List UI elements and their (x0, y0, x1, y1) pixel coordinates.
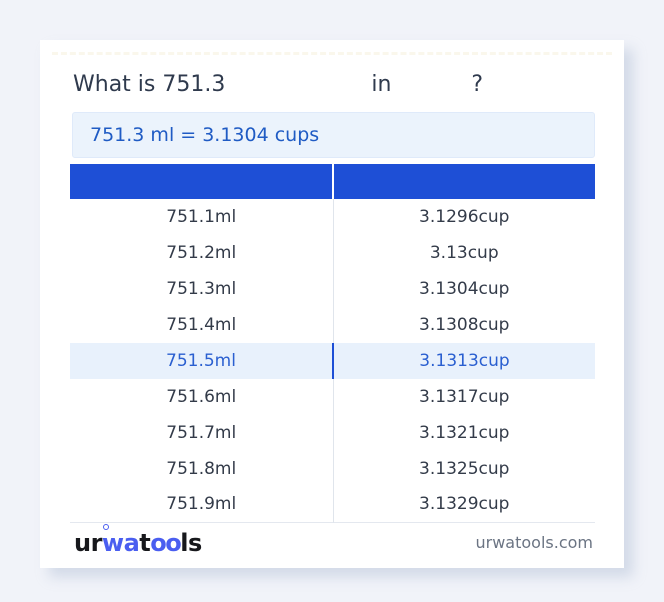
ml-value-cell[interactable]: 751.6ml (70, 378, 334, 415)
table-row[interactable]: 751.1ml 3.1296cup (70, 198, 595, 235)
table-row[interactable]: 751.5ml 3.1313cup (70, 342, 595, 379)
conversion-result-box: 751.3 ml = 3.1304 cups (72, 111, 595, 158)
conversion-table-body: 751.1ml 3.1296cup 751.2ml 3.13cup 751.3m… (70, 198, 595, 523)
table-row[interactable]: 751.4ml 3.1308cup (70, 306, 595, 343)
ml-value-cell[interactable]: 751.7ml (70, 414, 334, 451)
ml-value-cell[interactable]: 751.3ml (70, 270, 334, 307)
cup-value-cell[interactable]: 3.1296cup (419, 206, 510, 227)
table-header-cup (333, 163, 595, 199)
conversion-result-text: 751.3 ml = 3.1304 cups (90, 123, 320, 146)
cup-value-cell[interactable]: 3.13cup (429, 242, 499, 263)
ml-value-cell[interactable]: 751.9ml (70, 486, 334, 523)
cup-value-cell[interactable]: 3.1317cup (419, 386, 510, 407)
ml-value-cell[interactable]: 751.1ml (70, 198, 334, 235)
table-header-row (70, 163, 595, 199)
logo-part-t: t (139, 528, 151, 557)
question-prefix: What is 751.3 (73, 72, 226, 97)
cup-value-cell[interactable]: 3.1325cup (419, 458, 510, 479)
card-footer: urwatools urwatools.com (40, 521, 624, 568)
question-title: What is 751.3 in? (73, 71, 592, 99)
cup-value-cell[interactable]: 3.1304cup (419, 278, 510, 299)
ml-value-cell[interactable]: 751.4ml (70, 306, 334, 343)
table-row[interactable]: 751.8ml 3.1325cup (70, 450, 595, 487)
conversion-table: 751.1ml 3.1296cup 751.2ml 3.13cup 751.3m… (70, 163, 595, 523)
table-header-ml (70, 163, 334, 199)
table-row[interactable]: 751.3ml 3.1304cup (70, 270, 595, 307)
cup-value-cell[interactable]: 3.1329cup (419, 494, 510, 515)
ml-value-cell[interactable]: 751.8ml (70, 450, 334, 487)
logo-part-wa: wa (101, 528, 140, 557)
logo-part-oo: oo (150, 528, 181, 557)
table-row[interactable]: 751.7ml 3.1321cup (70, 414, 595, 451)
ml-value-cell[interactable]: 751.2ml (70, 234, 334, 271)
question-mark: ? (471, 72, 484, 97)
table-row[interactable]: 751.6ml 3.1317cup (70, 378, 595, 415)
urwatools-logo[interactable]: urwatools (74, 531, 202, 555)
logo-part-ls: ls (180, 528, 202, 557)
ml-value-cell[interactable]: 751.5ml (70, 342, 334, 379)
cup-value-cell[interactable]: 3.1313cup (333, 342, 595, 379)
site-url: urwatools.com (475, 533, 594, 552)
cup-value-cell[interactable]: 3.1308cup (419, 314, 510, 335)
table-row[interactable]: 751.9ml 3.1329cup (70, 486, 595, 523)
table-row[interactable]: 751.2ml 3.13cup (70, 234, 595, 271)
question-connector: in (371, 72, 392, 97)
cup-value-cell[interactable]: 3.1321cup (419, 422, 510, 443)
logo-part-ur: ur (74, 528, 102, 557)
converter-card: What is 751.3 in? 751.3 ml = 3.1304 cups … (40, 40, 624, 568)
